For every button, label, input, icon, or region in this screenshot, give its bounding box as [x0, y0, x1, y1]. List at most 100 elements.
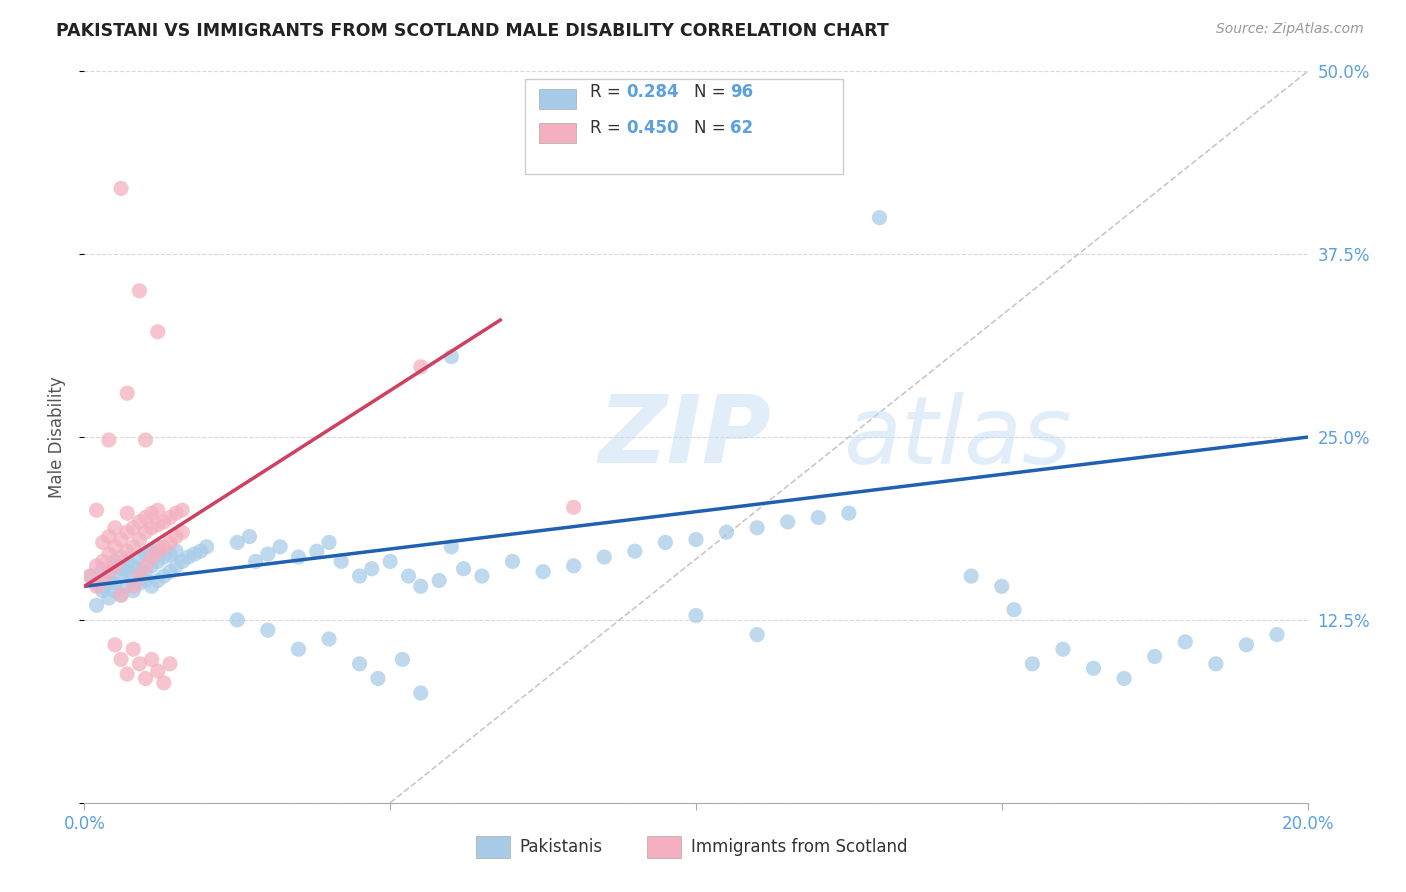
Point [79, 569, 101, 583]
Point [153, 540, 176, 554]
Point [122, 540, 145, 554]
Point [115, 579, 138, 593]
Point [91, 579, 114, 593]
Point [177, 549, 200, 564]
Point [122, 569, 145, 583]
Point [257, 623, 280, 637]
Point [97, 547, 120, 561]
Point [838, 506, 860, 520]
Point [97, 433, 120, 447]
Point [226, 535, 249, 549]
Point [128, 569, 150, 583]
Point [122, 642, 145, 657]
Point [349, 569, 371, 583]
Point [318, 535, 340, 549]
Point [153, 676, 176, 690]
Text: 0.450: 0.450 [626, 120, 679, 137]
Point [453, 562, 475, 576]
Point [122, 583, 145, 598]
Point [91, 583, 114, 598]
Point [685, 533, 707, 547]
Point [115, 565, 138, 579]
Point [141, 652, 163, 666]
Point [257, 547, 280, 561]
Point [165, 530, 187, 544]
Point [367, 672, 389, 686]
Point [135, 672, 157, 686]
Point [269, 540, 291, 554]
Point [115, 554, 138, 568]
Point [86, 579, 108, 593]
Point [685, 608, 707, 623]
Point [391, 652, 413, 666]
Text: 0.284: 0.284 [626, 83, 679, 101]
Point [409, 686, 432, 700]
Point [562, 558, 585, 573]
Point [991, 579, 1014, 593]
Text: ZIP: ZIP [598, 391, 770, 483]
Point [122, 579, 145, 593]
Point [330, 554, 353, 568]
FancyBboxPatch shape [647, 836, 682, 858]
Point [440, 350, 463, 364]
Point [104, 576, 127, 591]
Point [305, 544, 328, 558]
Point [380, 554, 402, 568]
Point [1174, 635, 1197, 649]
Point [104, 554, 127, 568]
Point [593, 549, 616, 564]
Point [153, 549, 176, 564]
Point [104, 540, 127, 554]
Point [97, 565, 120, 579]
Point [562, 500, 585, 515]
Point [165, 506, 187, 520]
Point [110, 588, 132, 602]
Point [654, 535, 676, 549]
Point [159, 510, 181, 524]
Point [624, 544, 647, 558]
Text: R =: R = [589, 83, 626, 101]
Point [146, 503, 169, 517]
Point [91, 574, 114, 588]
Point [86, 599, 108, 613]
Point [141, 506, 163, 520]
Point [115, 667, 138, 681]
Point [869, 211, 891, 225]
Text: Source: ZipAtlas.com: Source: ZipAtlas.com [1216, 22, 1364, 37]
Point [135, 510, 157, 524]
Point [146, 517, 169, 532]
Point [172, 525, 194, 540]
Point [146, 554, 169, 568]
Point [86, 503, 108, 517]
Point [1205, 657, 1227, 671]
Point [97, 574, 120, 588]
Point [91, 554, 114, 568]
Point [1002, 603, 1025, 617]
Point [1083, 661, 1105, 675]
Point [141, 549, 163, 564]
Text: 96: 96 [730, 83, 754, 101]
Point [141, 579, 163, 593]
Point [153, 569, 176, 583]
Point [159, 565, 181, 579]
Point [104, 558, 127, 573]
Point [135, 574, 157, 588]
Point [471, 569, 494, 583]
Y-axis label: Male Disability: Male Disability [48, 376, 66, 498]
Point [128, 576, 150, 591]
Point [318, 632, 340, 646]
Point [190, 544, 212, 558]
Point [115, 525, 138, 540]
Point [146, 664, 169, 678]
Point [128, 284, 150, 298]
Point [1265, 627, 1288, 641]
Point [146, 325, 169, 339]
Point [141, 544, 163, 558]
Point [440, 540, 463, 554]
Text: Immigrants from Scotland: Immigrants from Scotland [692, 838, 908, 855]
Point [1052, 642, 1074, 657]
Point [128, 562, 150, 576]
Point [115, 506, 138, 520]
FancyBboxPatch shape [540, 122, 576, 143]
Point [1021, 657, 1043, 671]
